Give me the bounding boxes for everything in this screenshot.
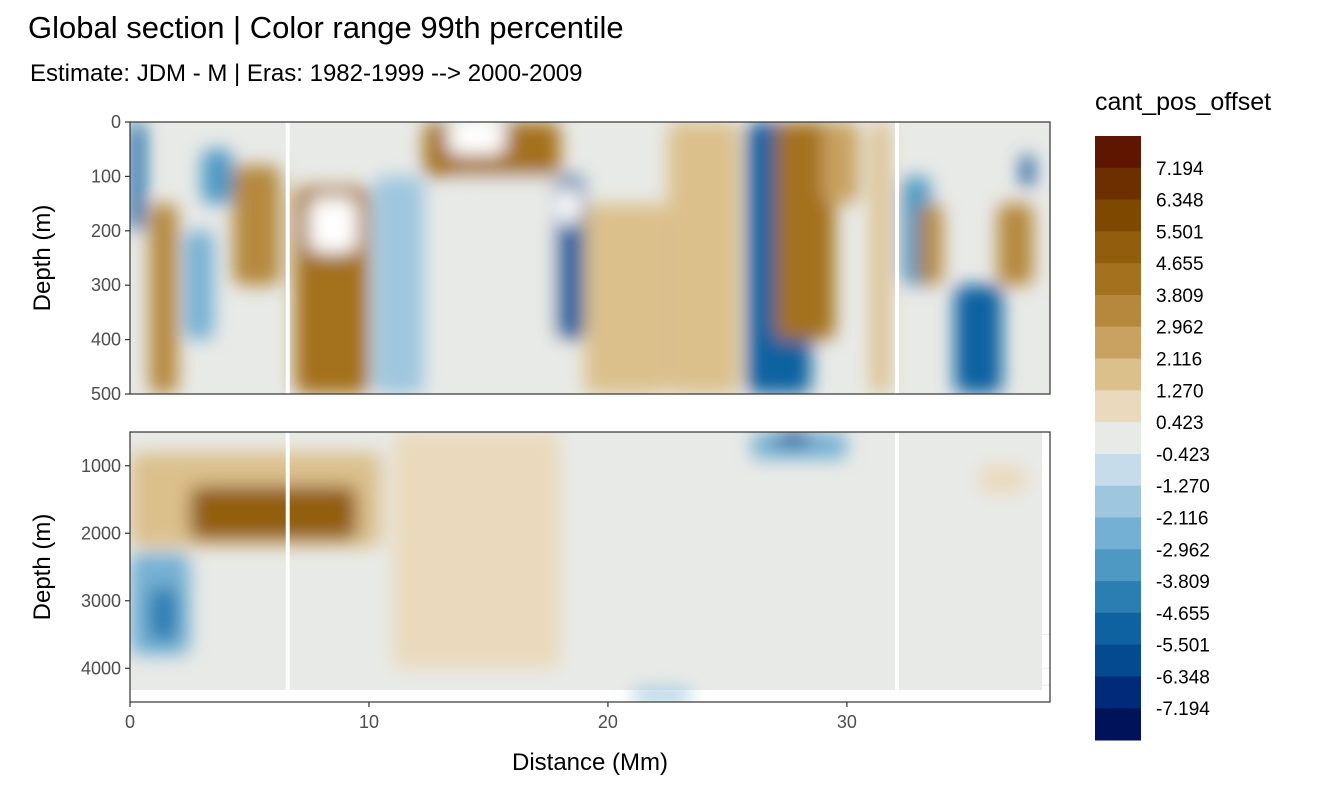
legend-swatch bbox=[1095, 294, 1141, 328]
legend-swatch bbox=[1095, 644, 1141, 677]
legend-swatch bbox=[1095, 136, 1141, 169]
section-patch bbox=[447, 122, 506, 155]
legend-label: -6.348 bbox=[1156, 667, 1210, 688]
y-axis-title-lower: Depth (m) bbox=[29, 514, 56, 621]
legend-swatch bbox=[1095, 485, 1141, 518]
chart-title: Global section | Color range 99th percen… bbox=[28, 10, 624, 45]
legend-swatch bbox=[1095, 422, 1141, 455]
panel-lower-border bbox=[129, 431, 1051, 703]
y-tick-label: 200 bbox=[91, 221, 121, 241]
legend-swatch bbox=[1095, 581, 1141, 614]
legend-swatch bbox=[1095, 199, 1141, 232]
section-patch bbox=[201, 149, 233, 204]
legend-label: 1.270 bbox=[1156, 381, 1204, 402]
legend-title: cant_pos_offset bbox=[1095, 88, 1271, 116]
section-patch bbox=[954, 285, 1003, 394]
legend-swatch bbox=[1095, 358, 1141, 391]
x-tick-label: 20 bbox=[598, 712, 618, 732]
section-patch bbox=[822, 122, 859, 204]
legend-label: -3.809 bbox=[1156, 572, 1210, 593]
legend-label: 6.348 bbox=[1156, 191, 1204, 212]
legend-label: 2.962 bbox=[1156, 318, 1204, 339]
legend-label: -2.116 bbox=[1156, 508, 1208, 529]
x-tick-label: 10 bbox=[359, 712, 379, 732]
y-tick-label: 500 bbox=[91, 384, 121, 404]
data-gap-line bbox=[285, 122, 290, 394]
section-patch bbox=[232, 165, 281, 286]
section-patch bbox=[149, 587, 178, 642]
y-tick-label: 300 bbox=[91, 275, 121, 295]
legend-label: -1.270 bbox=[1156, 477, 1210, 498]
y-tick-label: 100 bbox=[91, 166, 121, 186]
section-patch bbox=[392, 432, 561, 669]
panel-lower: 1000 2000 3000 4000 bbox=[81, 431, 1051, 703]
legend-swatch bbox=[1095, 549, 1141, 582]
y-tick-label: 4000 bbox=[81, 658, 121, 678]
x-tick-label: 0 bbox=[125, 712, 135, 732]
section-patch bbox=[918, 203, 943, 286]
section-patch bbox=[184, 230, 214, 340]
legend-swatch bbox=[1095, 612, 1141, 646]
legend-swatch bbox=[1095, 676, 1141, 709]
legend-label: 4.655 bbox=[1156, 254, 1204, 275]
panel-upper: 0 100 200 300 400 500 bbox=[91, 112, 1051, 404]
legend-label: 3.809 bbox=[1156, 286, 1204, 307]
data-gap-line bbox=[285, 432, 290, 702]
data-gap-line bbox=[895, 432, 900, 702]
y-tick-label: 3000 bbox=[81, 591, 121, 611]
legend: cant_pos_offset 7.194 6.348 5.501 4.655 3.80… bbox=[1095, 88, 1271, 741]
y-axis-title-upper: Depth (m) bbox=[29, 205, 56, 312]
chart-subtitle: Estimate: JDM - M | Eras: 1982-1999 --> … bbox=[30, 60, 583, 87]
legend-swatch bbox=[1095, 263, 1141, 296]
legend-swatch bbox=[1095, 708, 1141, 741]
section-patch bbox=[775, 122, 835, 340]
legend-label: -7.194 bbox=[1156, 699, 1210, 720]
x-tick-label: 30 bbox=[837, 712, 857, 732]
legend-label: 0.423 bbox=[1156, 413, 1204, 434]
y-tick-label: 1000 bbox=[81, 456, 121, 476]
section-patch bbox=[997, 203, 1034, 286]
legend-label: -0.423 bbox=[1156, 445, 1210, 466]
section-patch bbox=[584, 203, 668, 394]
section-patch bbox=[373, 176, 424, 394]
legend-label: -4.655 bbox=[1156, 604, 1210, 625]
legend-label: 2.116 bbox=[1156, 350, 1202, 371]
legend-swatch bbox=[1095, 453, 1141, 487]
section-patch bbox=[870, 122, 890, 394]
section-patch bbox=[130, 122, 145, 231]
section-patch bbox=[452, 176, 561, 394]
y-tick-label: 0 bbox=[111, 112, 121, 132]
section-patch bbox=[149, 203, 178, 394]
y-tick-label: 400 bbox=[91, 330, 121, 350]
section-patch bbox=[1021, 154, 1034, 188]
section-patch bbox=[631, 688, 692, 702]
section-patch bbox=[667, 122, 740, 394]
section-patch bbox=[978, 465, 1027, 493]
legend-swatch bbox=[1095, 390, 1141, 423]
section-patch bbox=[557, 187, 580, 226]
data-gap-line bbox=[895, 122, 900, 394]
section-patch bbox=[775, 432, 812, 446]
legend-label: -5.501 bbox=[1156, 636, 1210, 657]
y-tick-label: 2000 bbox=[81, 523, 121, 543]
legend-swatch bbox=[1095, 167, 1141, 201]
legend-label: -2.962 bbox=[1156, 540, 1210, 561]
section-patch bbox=[189, 486, 358, 540]
legend-swatch bbox=[1095, 326, 1141, 360]
legend-label: 5.501 bbox=[1156, 222, 1204, 243]
legend-label: 7.194 bbox=[1156, 159, 1204, 180]
x-axis-title: Distance (Mm) bbox=[512, 749, 668, 776]
section-patch bbox=[309, 198, 358, 253]
legend-swatch bbox=[1095, 517, 1141, 550]
panel-upper-border bbox=[129, 121, 1051, 395]
legend-swatch bbox=[1095, 231, 1141, 264]
